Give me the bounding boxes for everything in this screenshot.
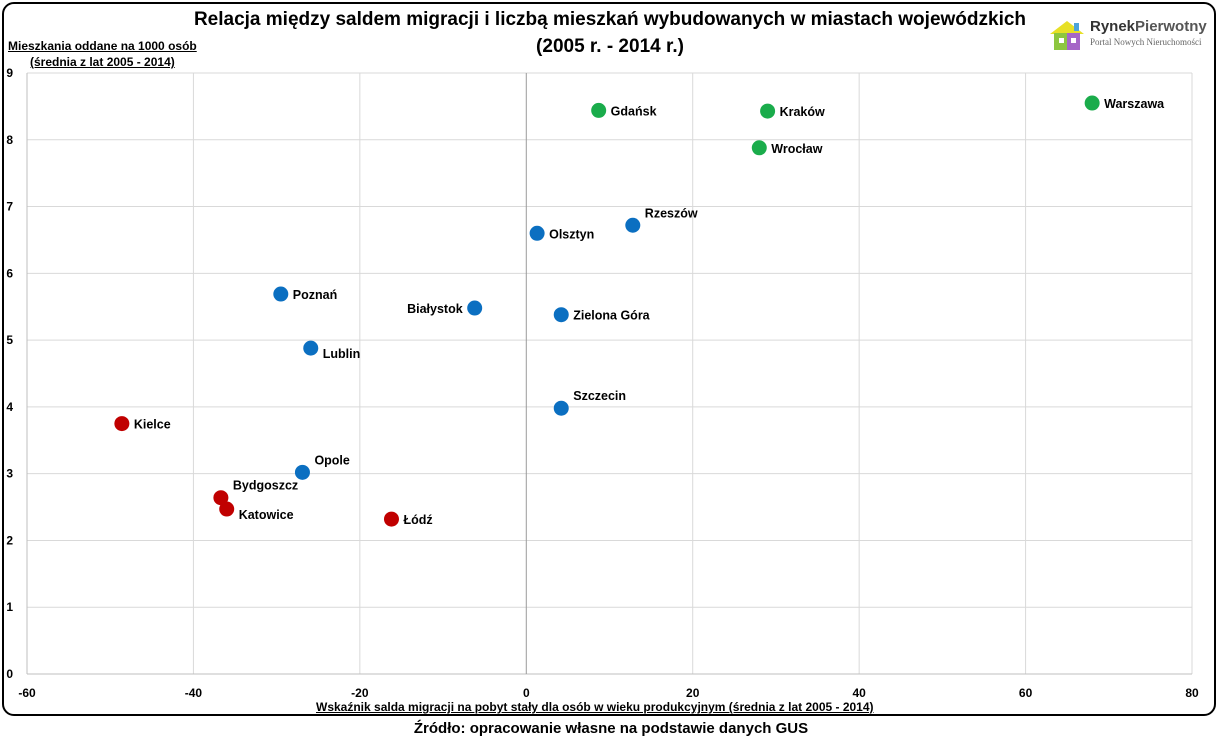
data-label: Zielona Góra [573,309,650,323]
data-label: Opole [314,453,349,467]
x-tick-label: -40 [185,686,203,700]
logo-name-part2: Pierwotny [1135,18,1207,35]
data-label: Rzeszów [645,206,698,220]
axes [26,73,1192,675]
data-point [383,511,399,527]
brand-logo: RynekPierwotny Portal Nowych Nieruchomoś… [1048,18,1208,52]
data-label: Katowice [239,508,294,522]
data-points [114,95,1100,527]
y-tick-label: 3 [6,467,13,481]
x-tick-label: 80 [1185,686,1199,700]
y-tick-label: 8 [6,133,13,147]
data-point [294,464,310,480]
chart-frame [2,2,1216,716]
x-tick-label: 0 [523,686,530,700]
x-axis-label: Wskaźnik salda migracji na pobyt stały d… [316,700,874,714]
data-label: Olsztyn [549,227,594,241]
chart-title-line2: (2005 r. - 2014 r.) [536,36,684,57]
grid-lines [27,72,1193,674]
data-point [529,225,545,241]
x-tick-label: 60 [1019,686,1033,700]
y-tick-label: 0 [6,667,13,681]
y-tick-label: 5 [6,333,13,347]
y-axis-label-line1: Mieszkania oddane na 1000 osób [8,39,197,53]
data-label: Łódź [403,513,432,527]
data-point [213,490,229,506]
data-label: Szczecin [573,389,626,403]
logo-tagline: Portal Nowych Nieruchomości [1090,37,1202,47]
data-labels: Warszawa Kraków Gdańsk Wrocław Rzeszów Olszty… [134,97,1165,527]
data-label: Wrocław [771,142,822,156]
chart-title: Relacja między saldem migracji i liczbą … [180,6,1040,60]
x-tick-label: -20 [351,686,369,700]
logo-name-part1: Rynek [1090,18,1136,35]
data-point [625,217,641,233]
source-note: Źródło: opracowanie własne na podstawie … [413,720,809,737]
x-tick-label: 20 [686,686,700,700]
data-point [219,501,235,517]
y-tick-label: 7 [6,200,13,214]
data-point [273,286,289,302]
data-point [114,416,130,432]
data-label: Kraków [780,105,825,119]
y-axis-label-line2: (średnia z lat 2005 - 2014) [30,55,175,69]
data-point [467,300,483,316]
y-tick-label: 4 [6,400,13,414]
y-axis-label: Mieszkania oddane na 1000 osób (średnia … [8,38,197,70]
data-point [553,400,569,416]
chart-title-line1: Relacja między saldem migracji i liczbą … [193,9,1027,30]
data-label: Gdańsk [611,104,657,118]
data-point [751,140,767,156]
data-point [1084,95,1100,111]
y-tick-label: 2 [6,533,13,547]
house-logo-icon [1050,21,1084,50]
y-tick-labels: 0 1 2 3 4 5 6 7 8 9 [6,66,13,681]
data-label: Białystok [407,302,463,316]
logo-text: RynekPierwotny Portal Nowych Nieruchomoś… [1090,18,1207,47]
data-label: Poznań [293,288,337,302]
y-tick-label: 1 [6,600,13,614]
data-label: Lublin [323,347,361,361]
x-tick-label: 40 [852,686,866,700]
data-label: Kielce [134,418,171,432]
x-tick-labels: -60 -40 -20 0 20 40 60 80 [18,686,1199,700]
data-point [303,340,319,356]
data-point [553,307,569,323]
data-point [591,102,607,118]
logo-name: RynekPierwotny [1090,18,1207,35]
y-tick-label: 6 [6,266,13,280]
y-tick-label: 9 [6,66,13,80]
data-point [760,103,776,119]
x-tick-label: -60 [18,686,36,700]
data-label: Bydgoszcz [233,479,298,493]
data-label: Warszawa [1104,97,1165,111]
